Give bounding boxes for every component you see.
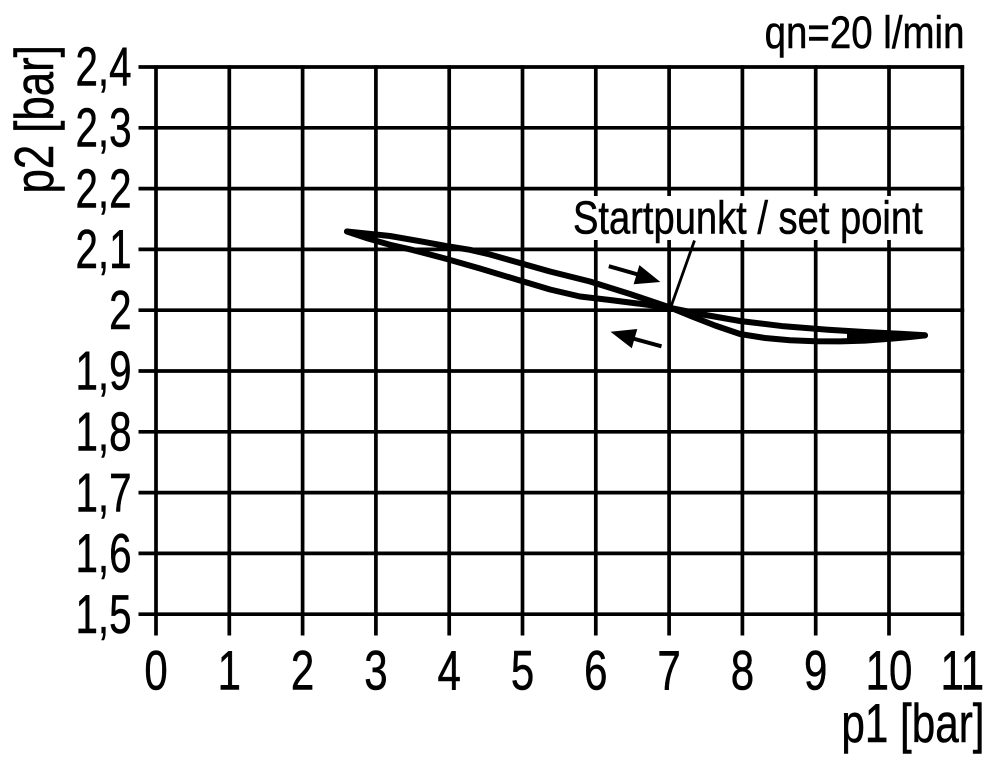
svg-text:11: 11 [941,640,985,702]
svg-text:8: 8 [731,640,754,702]
svg-text:0: 0 [144,640,167,702]
svg-text:9: 9 [804,640,827,702]
svg-text:3: 3 [364,640,387,702]
svg-text:10: 10 [866,640,913,702]
svg-text:5: 5 [511,640,534,702]
svg-text:Startpunkt / set point: Startpunkt / set point [573,193,923,244]
svg-text:p1 [bar]: p1 [bar] [841,694,984,754]
svg-text:2,1: 2,1 [75,220,131,280]
svg-text:7: 7 [657,640,680,702]
svg-text:2,2: 2,2 [75,160,131,220]
svg-text:1,8: 1,8 [75,403,131,463]
svg-text:1,5: 1,5 [75,585,131,645]
svg-text:2: 2 [291,640,314,702]
svg-text:2,3: 2,3 [75,99,131,159]
svg-text:6: 6 [584,640,607,702]
svg-text:1,7: 1,7 [75,464,131,524]
svg-text:2: 2 [109,281,131,341]
svg-text:2,4: 2,4 [75,38,131,98]
svg-text:1,6: 1,6 [75,524,131,584]
svg-text:1,9: 1,9 [75,342,131,402]
svg-text:4: 4 [438,640,461,702]
svg-text:p2 [bar]: p2 [bar] [5,45,66,193]
svg-text:qn=20 l/min: qn=20 l/min [765,7,965,58]
svg-text:1: 1 [218,640,241,702]
